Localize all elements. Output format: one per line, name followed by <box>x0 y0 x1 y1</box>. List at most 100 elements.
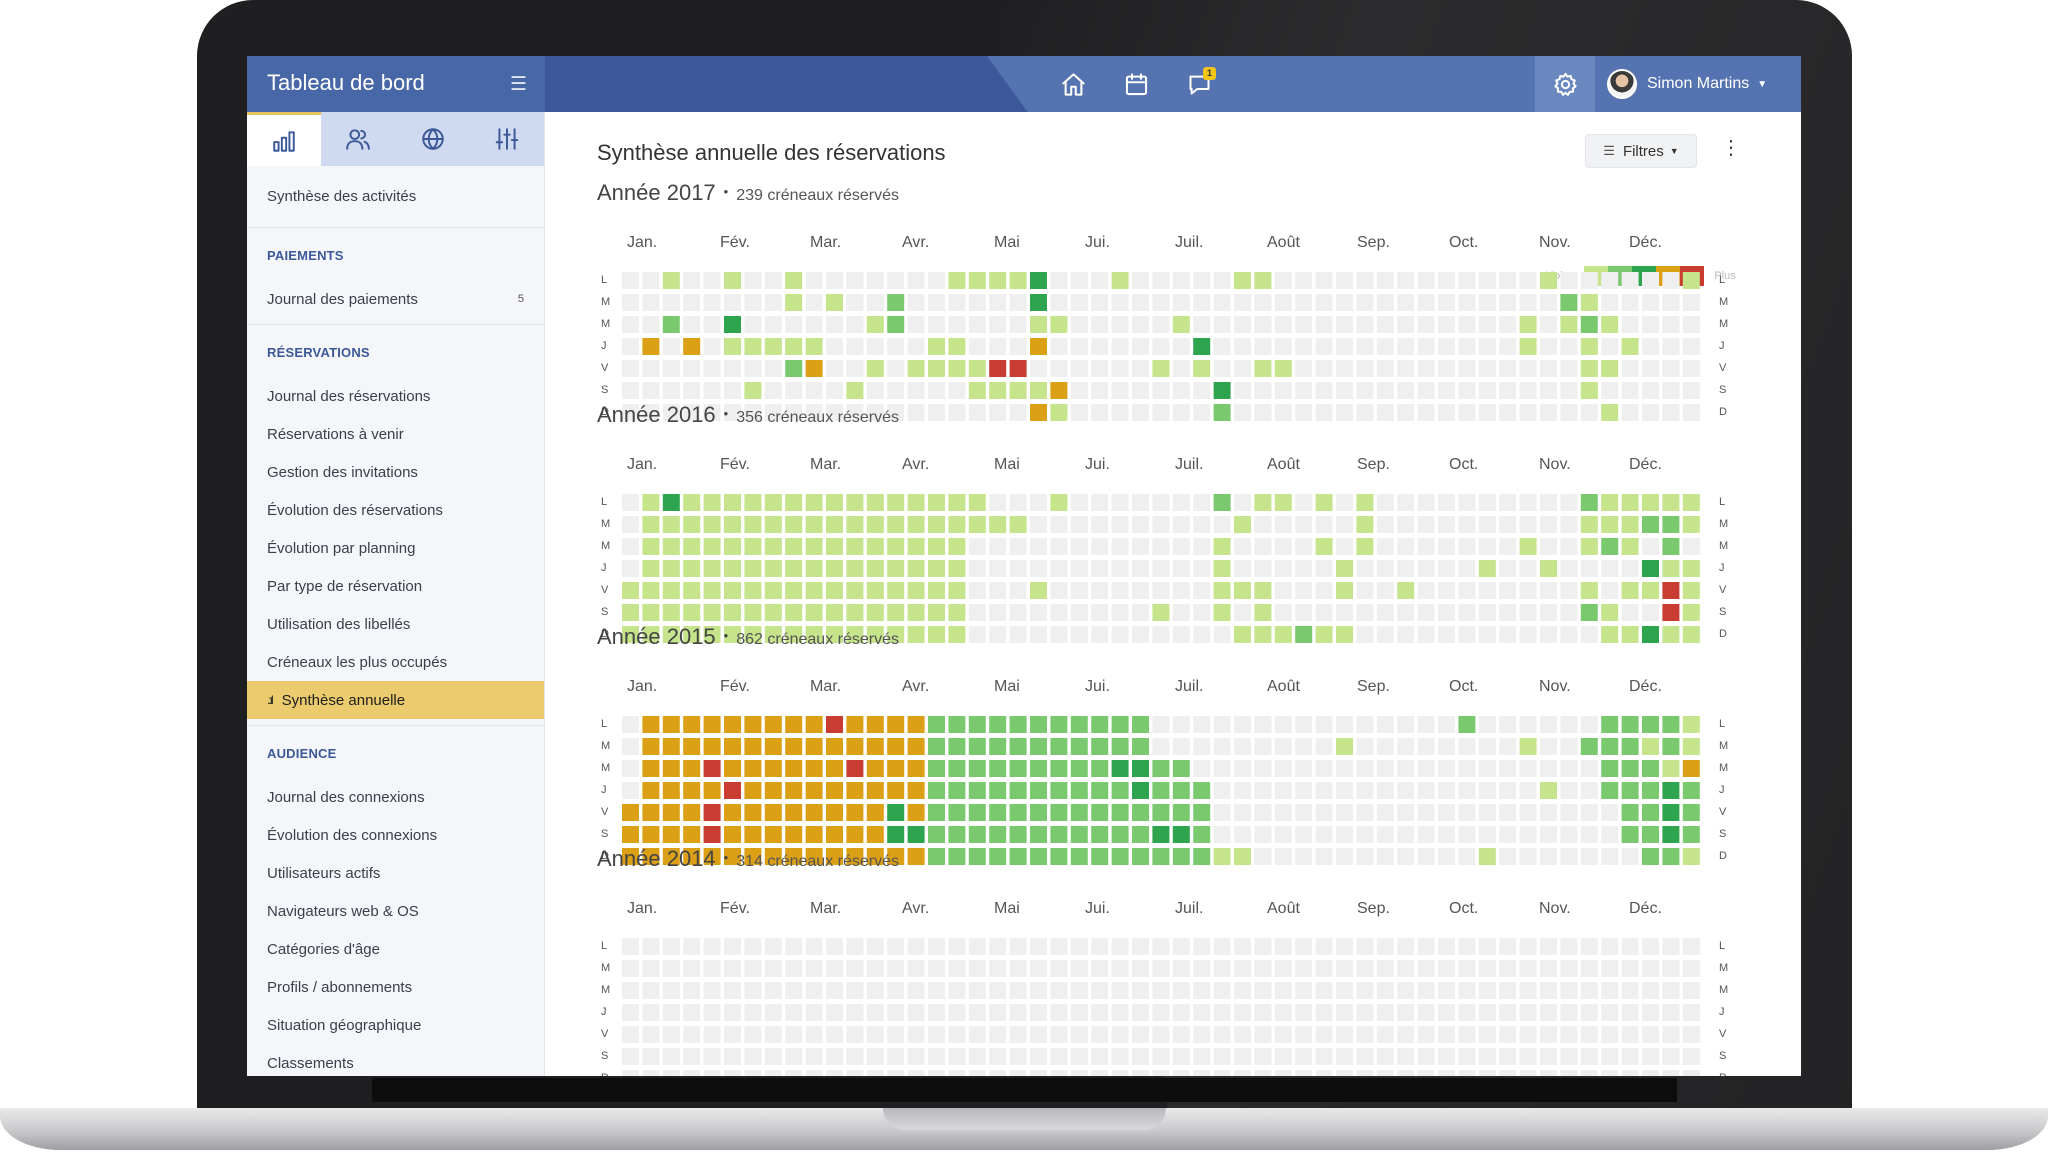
heatmap-cell[interactable] <box>866 560 884 577</box>
heatmap-cell[interactable] <box>642 494 660 511</box>
heatmap-cell[interactable] <box>826 626 843 643</box>
heatmap-cell[interactable] <box>622 848 639 865</box>
heatmap-cell[interactable] <box>1580 938 1598 955</box>
heatmap-cell[interactable] <box>1050 760 1068 777</box>
heatmap-cell[interactable] <box>1213 848 1231 865</box>
heatmap-cell[interactable] <box>928 626 945 643</box>
heatmap-cell[interactable] <box>826 404 843 421</box>
heatmap-cell[interactable] <box>642 626 660 643</box>
sidebar-item-reservations-evolution[interactable]: Évolution des réservations <box>267 501 443 519</box>
heatmap-cell[interactable] <box>1295 294 1313 311</box>
heatmap-cell[interactable] <box>826 848 843 865</box>
heatmap-cell[interactable] <box>622 1026 639 1043</box>
heatmap-cell[interactable] <box>1172 604 1190 621</box>
heatmap-cell[interactable] <box>764 360 782 377</box>
heatmap-cell[interactable] <box>1274 538 1292 555</box>
heatmap-cell[interactable] <box>968 982 986 999</box>
heatmap-cell[interactable] <box>1295 804 1313 821</box>
heatmap-cell[interactable] <box>1213 1048 1231 1065</box>
heatmap-cell[interactable] <box>1580 516 1598 533</box>
heatmap-cell[interactable] <box>642 516 660 533</box>
heatmap-cell[interactable] <box>1376 494 1394 511</box>
heatmap-cell[interactable] <box>1213 1004 1231 1021</box>
heatmap-cell[interactable] <box>1642 1048 1659 1065</box>
heatmap-cell[interactable] <box>1682 538 1700 555</box>
heatmap-cell[interactable] <box>1295 382 1313 399</box>
heatmap-cell[interactable] <box>866 360 884 377</box>
heatmap-cell[interactable] <box>1662 582 1680 599</box>
heatmap-cell[interactable] <box>805 294 823 311</box>
heatmap-cell[interactable] <box>1254 382 1272 399</box>
heatmap-cell[interactable] <box>683 738 701 755</box>
heatmap-cell[interactable] <box>928 538 945 555</box>
heatmap-cell[interactable] <box>846 760 864 777</box>
heatmap-cell[interactable] <box>683 538 701 555</box>
heatmap-cell[interactable] <box>866 1048 884 1065</box>
heatmap-cell[interactable] <box>703 1004 721 1021</box>
heatmap-cell[interactable] <box>866 404 884 421</box>
heatmap-cell[interactable] <box>1356 294 1374 311</box>
tab-users[interactable] <box>321 112 395 166</box>
heatmap-cell[interactable] <box>1234 626 1251 643</box>
heatmap-cell[interactable] <box>866 760 884 777</box>
heatmap-cell[interactable] <box>1315 494 1333 511</box>
heatmap-cell[interactable] <box>1172 1026 1190 1043</box>
heatmap-cell[interactable] <box>1254 782 1272 799</box>
heatmap-cell[interactable] <box>989 982 1007 999</box>
heatmap-cell[interactable] <box>846 560 864 577</box>
heatmap-cell[interactable] <box>1642 516 1659 533</box>
heatmap-cell[interactable] <box>1376 982 1394 999</box>
heatmap-cell[interactable] <box>805 494 823 511</box>
heatmap-cell[interactable] <box>1356 272 1374 289</box>
heatmap-cell[interactable] <box>1030 404 1047 421</box>
heatmap-cell[interactable] <box>989 1070 1007 1076</box>
heatmap-cell[interactable] <box>1397 338 1415 355</box>
heatmap-cell[interactable] <box>989 960 1007 977</box>
heatmap-cell[interactable] <box>1111 494 1129 511</box>
heatmap-cell[interactable] <box>1458 1026 1476 1043</box>
heatmap-cell[interactable] <box>1193 760 1211 777</box>
heatmap-cell[interactable] <box>1356 848 1374 865</box>
heatmap-cell[interactable] <box>1621 938 1639 955</box>
heatmap-cell[interactable] <box>1132 294 1149 311</box>
heatmap-cell[interactable] <box>1336 982 1353 999</box>
heatmap-cell[interactable] <box>826 1048 843 1065</box>
heatmap-cell[interactable] <box>1336 494 1353 511</box>
heatmap-cell[interactable] <box>703 582 721 599</box>
heatmap-cell[interactable] <box>887 560 905 577</box>
heatmap-cell[interactable] <box>907 1004 925 1021</box>
sidebar-item-age-categories[interactable]: Catégories d'âge <box>267 940 380 958</box>
heatmap-cell[interactable] <box>1315 716 1333 733</box>
heatmap-cell[interactable] <box>724 782 741 799</box>
heatmap-cell[interactable] <box>1397 982 1415 999</box>
heatmap-cell[interactable] <box>744 560 762 577</box>
heatmap-cell[interactable] <box>805 848 823 865</box>
heatmap-cell[interactable] <box>1662 738 1680 755</box>
heatmap-cell[interactable] <box>1499 294 1517 311</box>
heatmap-cell[interactable] <box>1050 738 1068 755</box>
heatmap-cell[interactable] <box>1540 494 1557 511</box>
heatmap-cell[interactable] <box>1152 538 1170 555</box>
heatmap-cell[interactable] <box>1682 360 1700 377</box>
heatmap-cell[interactable] <box>1560 604 1578 621</box>
heatmap-cell[interactable] <box>764 404 782 421</box>
heatmap-cell[interactable] <box>1499 316 1517 333</box>
heatmap-cell[interactable] <box>1519 538 1537 555</box>
heatmap-cell[interactable] <box>1111 804 1129 821</box>
heatmap-cell[interactable] <box>1642 404 1659 421</box>
heatmap-cell[interactable] <box>1050 294 1068 311</box>
heatmap-cell[interactable] <box>826 360 843 377</box>
heatmap-cell[interactable] <box>1682 782 1700 799</box>
heatmap-cell[interactable] <box>948 272 966 289</box>
heatmap-cell[interactable] <box>1376 738 1394 755</box>
heatmap-cell[interactable] <box>1580 294 1598 311</box>
heatmap-cell[interactable] <box>948 604 966 621</box>
heatmap-cell[interactable] <box>1417 1026 1435 1043</box>
heatmap-cell[interactable] <box>1132 360 1149 377</box>
heatmap-cell[interactable] <box>1438 294 1455 311</box>
heatmap-cell[interactable] <box>785 516 803 533</box>
heatmap-cell[interactable] <box>703 760 721 777</box>
heatmap-cell[interactable] <box>805 738 823 755</box>
heatmap-cell[interactable] <box>1050 626 1068 643</box>
heatmap-cell[interactable] <box>744 760 762 777</box>
